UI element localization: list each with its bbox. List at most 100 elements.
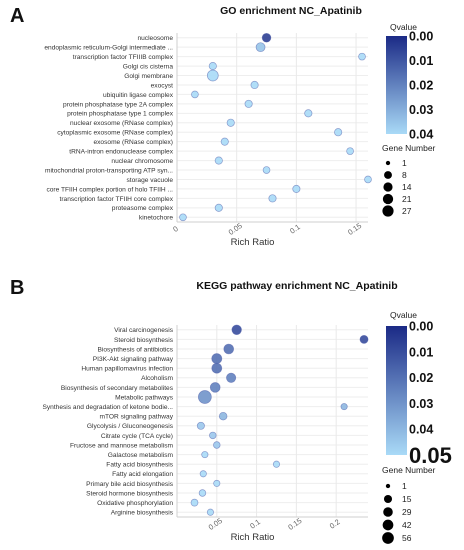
y-tick-label: Glycolysis / Gluconeogenesis <box>87 423 174 430</box>
data-point <box>340 403 348 411</box>
data-point <box>208 62 217 71</box>
colorbar <box>386 36 407 134</box>
size-legend-marker <box>382 205 394 217</box>
size-legend-label: 27 <box>402 206 412 216</box>
colorbar-tick-label: 0.01 <box>409 54 433 68</box>
size-legend-marker <box>382 519 394 531</box>
data-point <box>292 184 301 193</box>
y-tick-label: protein phosphatase type 2A complex <box>63 101 174 108</box>
size-legend-label: 8 <box>402 170 407 180</box>
panel-label: B <box>10 277 24 299</box>
y-tick-label: transcription factor TFIIH core complex <box>60 196 174 203</box>
data-point <box>304 109 313 118</box>
y-tick-label: kinetochore <box>139 215 173 222</box>
chart-title: GO enrichment NC_Apatinib <box>220 5 362 17</box>
y-tick-label: Alcoholism <box>141 375 173 382</box>
colorbar-tick-label: 0.01 <box>409 345 433 359</box>
y-tick-label: PI3K-Akt signaling pathway <box>93 356 174 363</box>
data-point <box>211 353 223 365</box>
data-point <box>262 166 271 174</box>
chart-title: KEGG pathway enrichment NC_Apatinib <box>196 280 397 292</box>
data-point <box>346 147 354 155</box>
size-legend-marker <box>384 171 392 179</box>
size-legend-label: 1 <box>402 481 407 491</box>
data-point <box>206 508 214 516</box>
data-point <box>209 431 217 440</box>
data-point <box>213 479 221 487</box>
size-legend-marker <box>383 182 393 192</box>
y-tick-label: ubiquitin ligase complex <box>103 92 174 99</box>
size-legend-label: 56 <box>402 533 412 543</box>
x-tick-label: 0 <box>171 224 180 234</box>
data-point <box>231 324 242 335</box>
colorbar-tick-label: 0.04 <box>409 128 433 142</box>
x-tick-label: 0.05 <box>207 516 224 532</box>
y-tick-label: nucleosome <box>137 35 173 42</box>
y-tick-label: exosome (RNase complex) <box>93 139 173 146</box>
panel-label: A <box>10 5 24 27</box>
data-point <box>206 69 219 82</box>
y-tick-label: mTOR signaling pathway <box>99 414 173 421</box>
data-point <box>334 128 343 137</box>
y-tick-label: Citrate cycle (TCA cycle) <box>101 433 173 440</box>
size-legend-label: 15 <box>402 494 412 504</box>
colorbar-tick-label: 0.03 <box>409 397 433 411</box>
colorbar-tick-label: 0.04 <box>409 423 433 437</box>
y-tick-label: Golgi cis cisterna <box>123 63 174 70</box>
size-legend-title: Gene Number <box>382 143 436 153</box>
colorbar-tick-label: 0.03 <box>409 103 433 117</box>
data-point <box>226 118 235 127</box>
x-tick-label: 0.2 <box>328 517 342 530</box>
colorbar <box>386 326 407 455</box>
y-tick-label: transcription factor TFIIIB complex <box>73 54 174 61</box>
y-tick-label: Galactose metabolism <box>108 452 174 459</box>
y-tick-label: Viral carcinogenesis <box>114 327 174 334</box>
size-legend-title: Gene Number <box>382 465 436 475</box>
data-point <box>364 175 372 184</box>
colorbar-tick-label: 0.02 <box>409 79 433 93</box>
data-point <box>214 156 223 165</box>
data-point <box>214 203 223 212</box>
colorbar-tick-label: 0.00 <box>409 30 433 44</box>
y-tick-label: Metabolic pathways <box>115 394 174 401</box>
y-tick-label: Golgi membrane <box>124 73 173 80</box>
size-legend-marker <box>383 494 393 504</box>
data-point <box>250 80 259 90</box>
size-legend-marker <box>382 193 394 205</box>
y-tick-label: Primary bile acid biosynthesis <box>86 481 174 488</box>
panel-b: B KEGG pathway enrichment NC_Apatinib 0.05… <box>10 277 452 544</box>
colorbar-title: Qvalue <box>390 22 417 32</box>
y-tick-label: core TFIIH complex portion of holo TFIIH… <box>46 186 173 193</box>
y-tick-label: proteasome complex <box>112 205 174 212</box>
data-point <box>261 33 272 43</box>
x-axis-title: Rich Ratio <box>231 532 275 543</box>
y-tick-label: protein phosphatase type 1 complex <box>67 111 174 118</box>
y-tick-label: mitochondrial proton-transporting ATP sy… <box>45 167 173 174</box>
y-tick-label: Fructose and mannose metabolism <box>70 442 173 449</box>
data-point <box>196 421 205 430</box>
colorbar-title: Qvalue <box>390 310 417 320</box>
data-point <box>211 362 223 374</box>
x-tick-label: 0.1 <box>248 517 262 530</box>
y-tick-label: Biosynthesis of secondary metabolites <box>61 385 174 392</box>
data-point <box>244 99 253 108</box>
size-legend-marker <box>385 160 391 166</box>
data-point <box>179 213 187 222</box>
data-point <box>209 382 221 393</box>
y-tick-label: Oxidative phosphorylation <box>97 500 173 507</box>
y-tick-label: tRNA-intron endonuclease complex <box>69 149 173 156</box>
colorbar-tick-label: 0.02 <box>409 371 433 385</box>
size-legend-label: 14 <box>402 182 412 192</box>
data-point <box>213 441 221 449</box>
y-tick-label: nuclear exosome (RNase complex) <box>70 120 173 127</box>
data-point <box>223 343 235 355</box>
y-tick-label: Biosynthesis of antibiotics <box>98 346 174 353</box>
y-tick-label: Fatty acid biosynthesis <box>106 462 173 469</box>
x-tick-label: 0.1 <box>288 222 302 235</box>
data-point <box>255 42 266 53</box>
y-tick-label: Synthesis and degradation of ketone bodi… <box>42 404 173 411</box>
data-point <box>268 194 277 203</box>
data-point <box>190 498 199 507</box>
size-legend-marker <box>382 532 394 544</box>
data-point <box>199 470 207 478</box>
